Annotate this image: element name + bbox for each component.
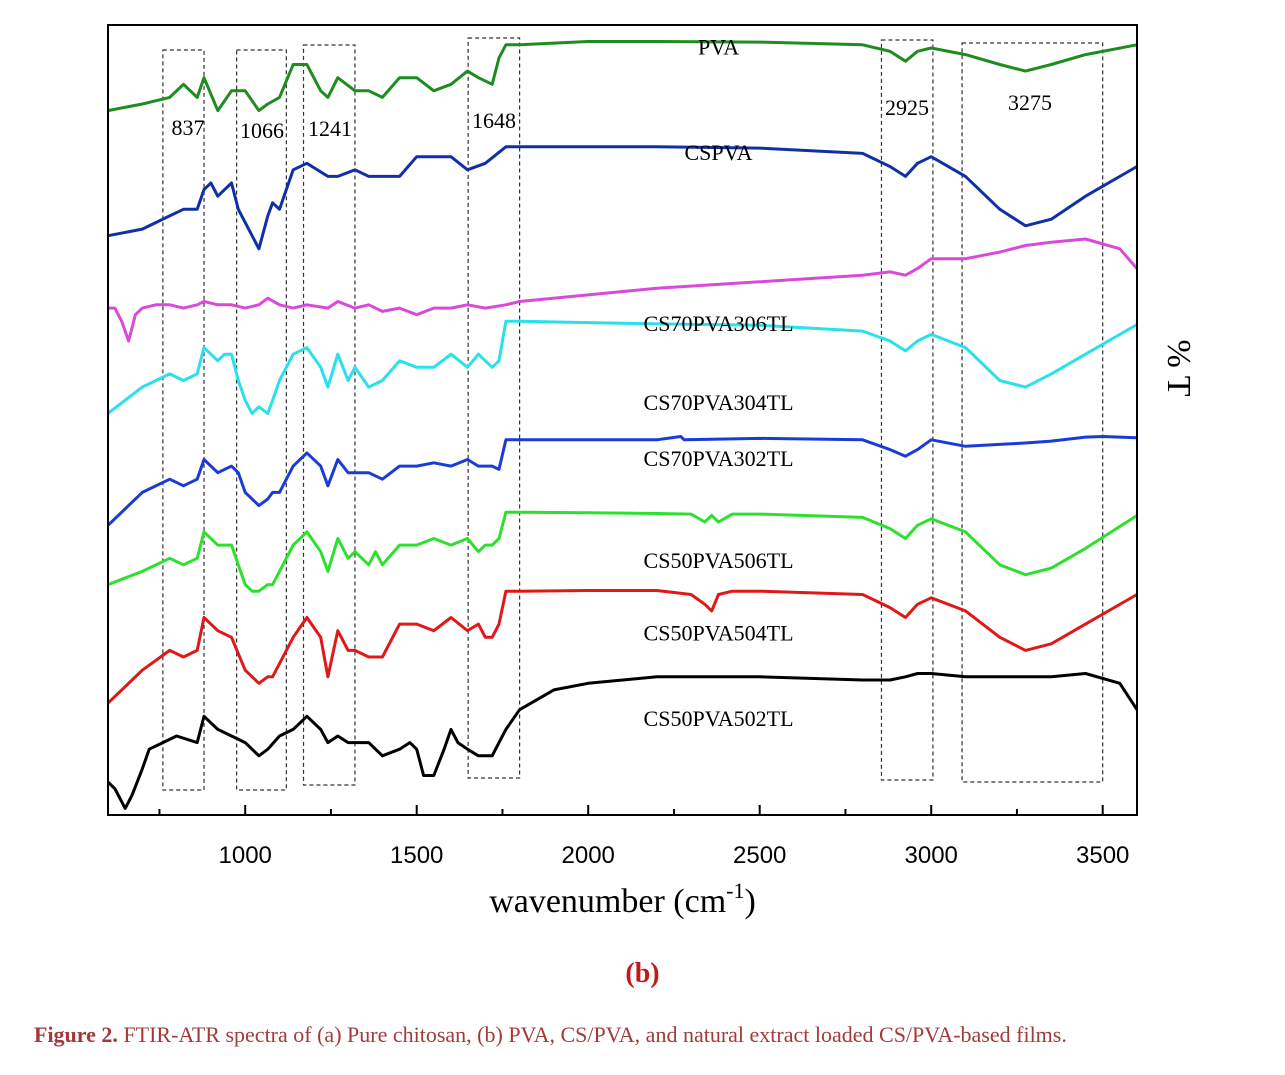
caption-prefix: Figure 2.: [34, 1022, 118, 1047]
x-tick-label-2500: 2500: [733, 842, 786, 869]
x-tick-label-2000: 2000: [562, 842, 615, 869]
series-line-cs50pva504tl: [106, 589, 1138, 705]
peak-label-1066: 1066: [240, 118, 284, 143]
series-label-cs50pva502tl: CS50PVA502TL: [644, 706, 794, 731]
peak-box-2925: [880, 39, 934, 781]
x-tick-label-3500: 3500: [1076, 842, 1129, 869]
x-tick-label-3000: 3000: [905, 842, 958, 869]
series-label-cs70pva306tl: CS70PVA306TL: [644, 311, 794, 336]
series-layer: [106, 40, 1139, 810]
peak-label-837: 837: [172, 115, 205, 140]
series-label-pva: PVA: [698, 35, 739, 60]
x-axis-title-close: ): [744, 883, 755, 920]
x-axis-ticks: 1000 1500 2000 2500 3000 3500: [158, 805, 1129, 869]
series-line-cs50pva502tl: [106, 672, 1139, 810]
annotation-layer: 837 1066 1241 1648 2925 3275: [162, 37, 1104, 791]
caption-text: FTIR-ATR spectra of (a) Pure chitosan, (…: [123, 1022, 1067, 1047]
x-axis-title-superscript: -1: [726, 878, 744, 903]
peak-label-2925: 2925: [885, 95, 929, 120]
series-label-cs50pva506tl: CS50PVA506TL: [644, 548, 794, 573]
series-label-cspva: CSPVA: [684, 140, 752, 165]
peak-box-1648: [467, 37, 521, 779]
series-line-cs70pva306tl: [108, 237, 1139, 343]
series-label-cs70pva302tl: CS70PVA302TL: [644, 446, 794, 471]
x-tick-label-1000: 1000: [219, 842, 272, 869]
x-axis-title-main: wavenumber (cm: [489, 883, 726, 920]
peak-box-1066: [236, 49, 287, 791]
peak-label-1241: 1241: [308, 116, 352, 141]
series-line-cs70pva304tl: [107, 319, 1138, 415]
series-line-cspva: [107, 145, 1138, 251]
peak-label-1648: 1648: [472, 108, 516, 133]
series-line-cs50pva506tl: [107, 510, 1138, 593]
peak-box-837: [162, 49, 205, 791]
panel-label: (b): [625, 958, 660, 989]
peak-box-1241: [302, 44, 356, 786]
plot-frame: [107, 24, 1138, 816]
series-line-cs70pva302tl: [106, 435, 1138, 527]
series-line-pva: [107, 40, 1138, 113]
series-label-cs50pva504tl: CS50PVA504TL: [644, 621, 794, 646]
y-axis-title: % T: [1160, 340, 1197, 397]
x-tick-label-1500: 1500: [390, 842, 443, 869]
ftir-chart: 837 1066 1241 1648 2925 3275 PVA CSPVA CS70PVA3…: [106, 24, 1197, 920]
peak-label-3275: 3275: [1008, 90, 1052, 115]
x-axis-title: wavenumber (cm-1): [489, 878, 756, 920]
series-label-cs70pva304tl: CS70PVA304TL: [644, 390, 794, 415]
peak-box-3275: [961, 42, 1104, 783]
series-label-layer: PVA CSPVA CS70PVA306TL CS70PVA304TL CS70PVA3…: [644, 35, 794, 732]
figure-caption: Figure 2. FTIR-ATR spectra of (a) Pure c…: [34, 1022, 1274, 1048]
